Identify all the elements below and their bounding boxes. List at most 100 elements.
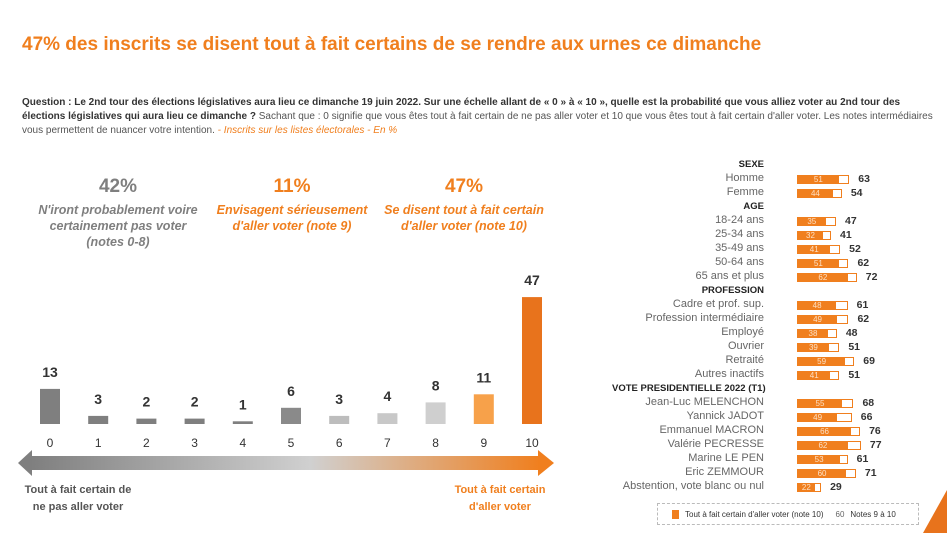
row-bar: 39: [797, 343, 840, 352]
row-label: Autres inactifs: [694, 368, 764, 380]
bar-value-label: 2: [143, 394, 151, 410]
row-label: Femme: [726, 186, 764, 198]
section-title: SEXE: [738, 159, 764, 170]
section-title: PROFESSION: [701, 285, 764, 296]
axis-left-label: Tout à fait certain de ne pas aller vote…: [24, 484, 132, 513]
row-total-value: 54: [850, 187, 863, 199]
row-total-value: 72: [865, 271, 878, 283]
question-text: Question : Le 2nd tour des élections lég…: [22, 96, 937, 138]
question-detail: Sachant que : 0 signifie que vous êtes t…: [22, 111, 933, 136]
row-bar: 55: [797, 399, 854, 408]
bar-value-label: 1: [239, 396, 247, 412]
row-bar: 38: [797, 329, 837, 338]
row-label: Cadre et prof. sup.: [672, 298, 764, 310]
bar-10: [522, 297, 542, 424]
row-bar-fill: 49: [798, 316, 838, 324]
row-bar-fill: 62: [798, 442, 848, 450]
row-total-value: 48: [845, 327, 858, 339]
row-label: 65 ans et plus: [695, 270, 765, 282]
row-bar: 32: [797, 231, 832, 240]
bar-value-label: 4: [384, 388, 392, 404]
row-bar-fill: 53: [798, 456, 841, 464]
x-tick-label: 8: [432, 436, 439, 450]
row-bar-fill: 66: [798, 428, 852, 436]
x-tick-label: 9: [480, 436, 487, 450]
bar-8: [425, 402, 446, 424]
row-bar: 44: [797, 189, 842, 198]
x-tick-label: 5: [288, 436, 295, 450]
bar-7: [377, 413, 398, 424]
row-bar: 60: [797, 469, 856, 478]
legend-series2: Notes 9 à 10: [850, 509, 896, 519]
row-label: Employé: [721, 326, 764, 338]
row-total-value: 61: [856, 299, 869, 311]
row-label: 35-49 ans: [715, 242, 764, 254]
x-tick-label: 4: [239, 436, 246, 450]
row-bar-fill: 38: [798, 330, 828, 338]
row-label: Profession intermédiaire: [645, 312, 764, 324]
x-tick-label: 0: [47, 436, 54, 450]
x-tick-label: 2: [143, 436, 150, 450]
group-desc: Envisagent sérieusement d'aller voter (n…: [216, 203, 368, 233]
row-bar: 51: [797, 175, 850, 184]
axis-right-label: Tout à fait certain d'aller voter: [454, 484, 546, 513]
row-bar: 66: [797, 427, 861, 436]
row-bar: 48: [797, 301, 848, 310]
row-total-value: 41: [840, 229, 852, 241]
bar-value-label: 2: [191, 394, 199, 410]
row-total-value: 77: [869, 439, 882, 451]
row-label: Abstention, vote blanc ou nul: [622, 480, 764, 492]
bar-1: [88, 415, 109, 424]
row-label: Marine LE PEN: [688, 452, 764, 464]
section-title: AGE: [743, 201, 764, 212]
row-total-value: 76: [869, 425, 881, 437]
row-total-value: 29: [830, 481, 842, 493]
axis-arrow: [18, 450, 554, 476]
row-bar-fill: 22: [798, 484, 815, 492]
bar-value-label: 6: [287, 383, 295, 399]
row-bar-fill: 60: [798, 470, 847, 478]
row-label: 18-24 ans: [715, 214, 764, 226]
row-bar-fill: 48: [798, 302, 837, 310]
group-pct: 47%: [444, 176, 484, 197]
row-total-value: 62: [857, 313, 870, 325]
row-bar: 59: [797, 357, 855, 366]
x-tick-label: 10: [525, 436, 539, 450]
row-bar-fill: 62: [798, 274, 848, 282]
question-label: Question : Le 2nd tour des élections lég…: [22, 97, 901, 122]
legend-series2-value: 60: [835, 509, 845, 519]
row-total-value: 68: [862, 397, 875, 409]
row-bar-fill: 32: [798, 232, 823, 240]
row-label: Retraité: [725, 354, 764, 366]
row-total-value: 51: [848, 369, 861, 381]
row-bar: 41: [797, 245, 841, 254]
row-total-value: 51: [848, 341, 861, 353]
bar-9: [473, 394, 494, 424]
bar-0: [40, 388, 60, 424]
bar-value-label: 47: [524, 272, 540, 288]
legend: Tout à fait certain d'aller voter (note …: [657, 503, 919, 525]
row-label: Yannick JADOT: [686, 410, 764, 422]
bar-2: [136, 418, 157, 424]
page-title: 47% des inscrits se disent tout à fait c…: [22, 34, 762, 55]
x-tick-label: 7: [384, 436, 391, 450]
row-label: Ouvrier: [727, 340, 764, 352]
question-base: - Inscrits sur les listes électorales - …: [214, 125, 398, 136]
x-tick-label: 1: [95, 436, 102, 450]
bar-value-label: 13: [42, 364, 58, 380]
row-total-value: 62: [857, 257, 870, 269]
row-bar: 49: [797, 315, 849, 324]
group-pct: 11%: [273, 176, 311, 197]
row-bar: 22: [797, 483, 822, 492]
row-bar-fill: 51: [798, 176, 839, 184]
group-pct: 42%: [98, 176, 138, 197]
row-bar: 62: [797, 273, 857, 282]
corner-decoration: [923, 490, 947, 533]
bar-value-label: 3: [94, 391, 102, 407]
row-bar-fill: 35: [798, 218, 826, 226]
row-label: Eric ZEMMOUR: [685, 466, 764, 478]
legend-swatch: [672, 509, 679, 519]
x-tick-label: 3: [191, 436, 198, 450]
row-bar-fill: 49: [798, 414, 838, 422]
